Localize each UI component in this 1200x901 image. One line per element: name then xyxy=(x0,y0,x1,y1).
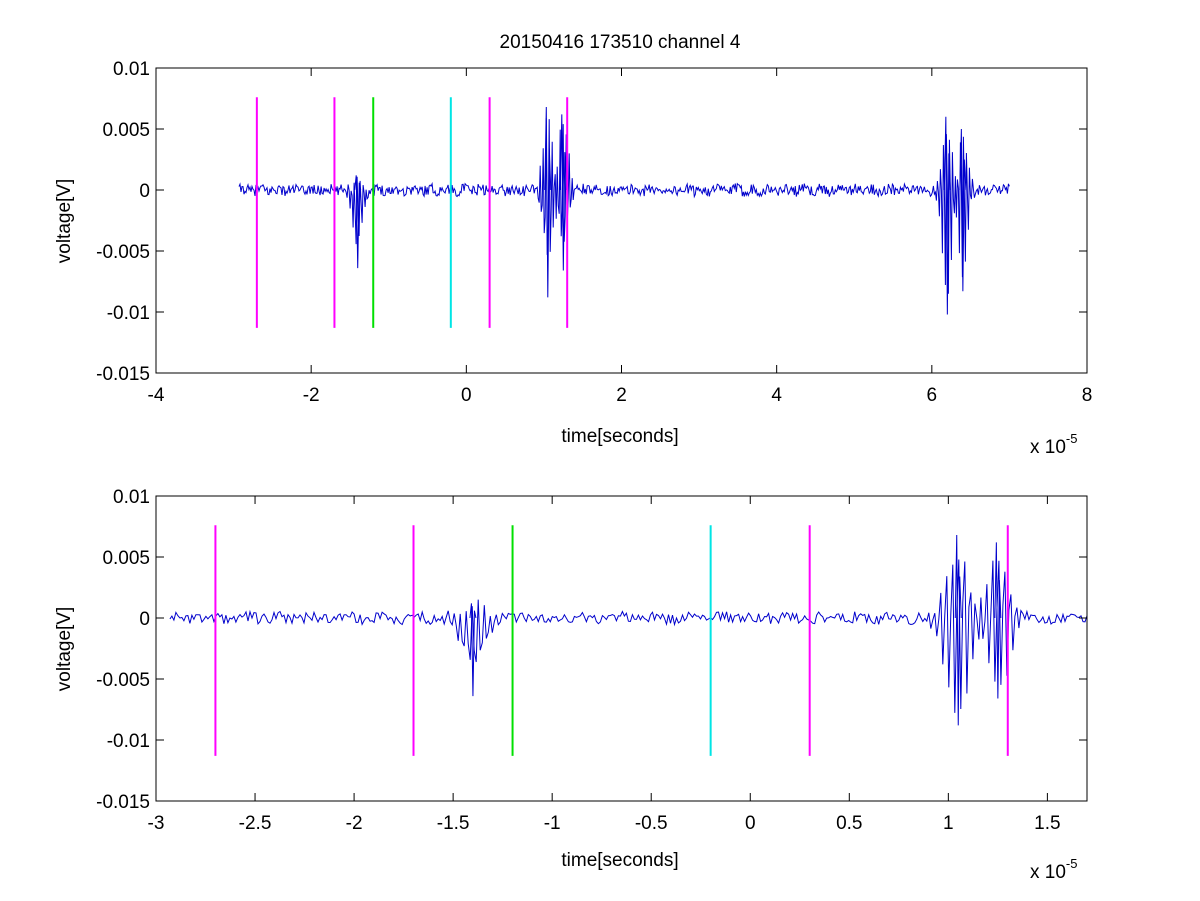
bottom-plot-xtick-label: 0 xyxy=(745,813,756,834)
bottom-plot-marks xyxy=(169,525,1088,756)
bottom-plot-xtick-label: 1.5 xyxy=(1034,813,1060,834)
bottom-plot-burst-spike xyxy=(994,542,1002,699)
bottom-plot-x-multiplier-exp: -5 xyxy=(1066,856,1078,871)
top-plot-x-multiplier-exp: -5 xyxy=(1066,431,1078,446)
bottom-plot-xtick-label: 1 xyxy=(943,813,954,834)
top-plot-xtick-label: -4 xyxy=(148,385,165,406)
bottom-plot-ytick-label: -0.005 xyxy=(96,670,150,691)
top-plot-xlabel: time[seconds] xyxy=(561,426,678,447)
bottom-plot-xtick-label: 0.5 xyxy=(836,813,862,834)
top-plot-burst-spike xyxy=(354,175,362,269)
bottom-plot-ytick-label: -0.015 xyxy=(96,792,150,813)
bottom-plot-xtick-label: -1.5 xyxy=(437,813,470,834)
bottom-plot-x-multiplier: x 10-5 xyxy=(1030,856,1077,883)
top-plot-xtick-label: 2 xyxy=(616,385,627,406)
bottom-plot-xtick-label: -1 xyxy=(544,813,561,834)
top-plot-burst-spike xyxy=(544,107,552,298)
bottom-plot-ylabel: voltage[V] xyxy=(54,607,75,692)
top-plot-xtick-label: 6 xyxy=(927,385,938,406)
figure-title: 20150416 173510 channel 4 xyxy=(500,32,741,53)
top-plot-ytick-label: -0.005 xyxy=(96,242,150,263)
top-plot-ticks: 0.01 0.005 0 -0.005 -0.01 -0.015-4 -2 0 2 4 6 8 xyxy=(96,59,1092,406)
bottom-plot-burst-spike xyxy=(469,603,477,697)
top-plot-signal-line xyxy=(238,118,1010,294)
top-plot-ytick-label: -0.01 xyxy=(107,303,150,324)
bottom-plot-ytick-label: 0.005 xyxy=(102,548,150,569)
top-plot-ylabel: voltage[V] xyxy=(54,179,75,264)
top-plot-burst-spike xyxy=(959,128,967,292)
bottom-plot-ytick-label: 0.01 xyxy=(113,487,150,508)
top-plot-burst-spike xyxy=(943,116,951,315)
top-plot-ytick-label: 0 xyxy=(139,181,150,202)
bottom-plot-xtick-label: -2 xyxy=(346,813,363,834)
bottom-plot-xlabel: time[seconds] xyxy=(561,850,678,871)
bottom-plot-ytick-label: -0.01 xyxy=(107,731,150,752)
bottom-plot-ytick-label: 0 xyxy=(139,609,150,630)
top-plot-ytick-label: 0.01 xyxy=(113,59,150,80)
top-plot-x-multiplier-base: x 10 xyxy=(1030,437,1066,458)
top-plot-x-multiplier: x 10-5 xyxy=(1030,431,1077,458)
top-plot-xtick-label: 8 xyxy=(1082,385,1093,406)
top-plot-xtick-label: 4 xyxy=(771,385,782,406)
top-plot-panel: 0.01 0.005 0 -0.005 -0.01 -0.015-4 -2 0 2 4 6 8 tim… xyxy=(54,59,1092,458)
top-plot-marks xyxy=(238,97,1010,328)
bottom-plot-ticks: 0.01 0.005 0 -0.005 -0.01 -0.015-3 -2.5 -2 -1.5 -… xyxy=(96,487,1087,834)
bottom-plot-axes-box xyxy=(155,495,1088,802)
bottom-plot-signal-line xyxy=(169,559,1088,713)
bottom-plot-burst-spike xyxy=(954,535,962,726)
bottom-plot-xtick-label: -2.5 xyxy=(239,813,272,834)
bottom-plot-x-multiplier-base: x 10 xyxy=(1030,862,1066,883)
top-plot-ytick-label: 0.005 xyxy=(102,120,150,141)
bottom-plot-panel: 0.01 0.005 0 -0.005 -0.01 -0.015-3 -2.5 -2 -1.5 -… xyxy=(54,487,1088,883)
top-plot-xtick-label: 0 xyxy=(461,385,472,406)
top-plot-burst-spike xyxy=(559,114,567,271)
bottom-plot-xtick-label: -0.5 xyxy=(635,813,668,834)
bottom-plot-xtick-label: -3 xyxy=(148,813,165,834)
top-plot-xtick-label: -2 xyxy=(303,385,320,406)
top-plot-ytick-label: -0.015 xyxy=(96,364,150,385)
